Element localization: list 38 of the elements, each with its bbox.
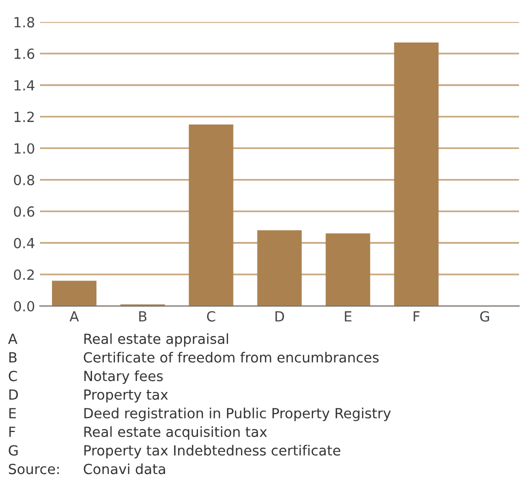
y-tick-label: 0.0	[14, 300, 34, 312]
x-tick-label: F	[414, 311, 420, 322]
text: Certificate of freedom from encumbrances	[84, 352, 379, 363]
bar	[257, 230, 302, 306]
text: F	[9, 426, 16, 437]
y-tick-label: 1.4	[14, 80, 34, 90]
text: Deed registration in Public Property Registry	[84, 408, 391, 422]
x-tick-label: G	[480, 311, 490, 322]
bar	[52, 280, 96, 306]
y-tick-label: 0.8	[14, 174, 34, 186]
source-note: Source:	[8, 464, 59, 474]
y-tick-label: 0.2	[14, 269, 34, 280]
bar	[326, 233, 370, 306]
text: A	[8, 334, 18, 344]
x-tick-label: A	[70, 311, 79, 322]
x-tick-label: B	[139, 311, 146, 322]
text: B	[9, 352, 17, 362]
text: Property tax	[84, 390, 168, 403]
text: Property tax Indebtedness certificate	[84, 444, 340, 458]
bar	[188, 124, 234, 306]
x-tick-label: E	[344, 311, 352, 322]
y-tick-label: 0.6	[14, 206, 34, 217]
y-tick-label: 1.8	[14, 16, 34, 28]
text: Notary fees	[84, 370, 163, 384]
y-tick-label: 1.6	[14, 48, 34, 60]
text: D	[9, 390, 18, 400]
text: E	[9, 408, 16, 418]
x-tick-label: D	[276, 311, 284, 322]
text: G	[8, 445, 18, 456]
y-tick-label: 1.0	[14, 143, 34, 154]
text: Conavi data	[84, 463, 166, 474]
text: Real estate appraisal	[84, 333, 228, 347]
x-tick-label: C	[207, 311, 216, 322]
text: Real estate acquisition tax	[84, 426, 267, 440]
y-tick-label: 1.2	[14, 112, 34, 122]
bar	[394, 42, 439, 306]
y-tick-label: 0.4	[14, 238, 34, 248]
text: C	[8, 370, 17, 382]
